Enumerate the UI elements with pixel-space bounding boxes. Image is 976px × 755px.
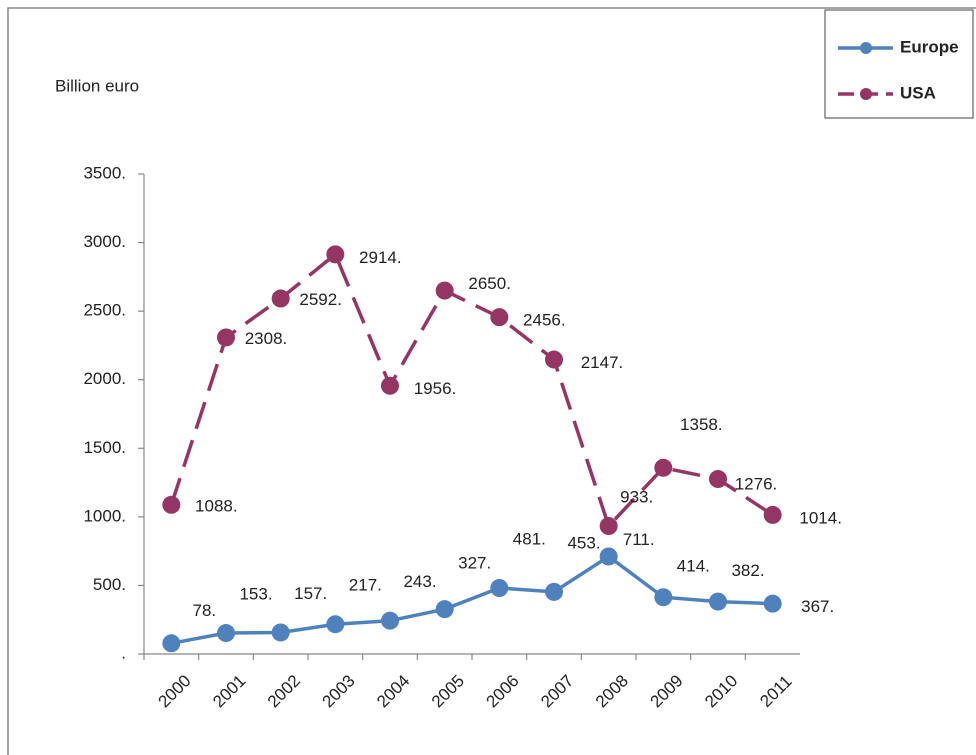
data-label: 2308. [245,329,288,348]
data-label: 2592. [299,290,342,309]
data-label: 1276. [735,474,778,493]
data-label: 414. [677,557,710,576]
data-label: 327. [458,554,491,573]
x-tick-label: 2000 [155,671,195,711]
data-point [599,517,618,536]
x-tick-label: 2011 [756,672,795,711]
data-point [162,495,181,514]
data-label: 1014. [799,508,842,527]
frame [7,7,976,755]
data-point [271,623,290,642]
data-point [545,350,563,369]
data-point [709,470,727,489]
data-label: 2147. [581,353,624,372]
data-label: 2456. [523,311,566,330]
data-point [217,624,235,643]
data-point [271,289,290,308]
x-tick-label: 2009 [647,671,687,711]
series-line [171,554,773,646]
data-point [654,458,673,477]
data-label: 243. [403,572,436,591]
x-tick-label: 2004 [373,671,413,711]
data-point [763,594,782,613]
series-line [169,251,774,530]
y-tick-label: . [121,643,126,662]
data-point [326,615,345,634]
data-label: 367. [801,597,834,616]
data-label: 2914. [359,248,402,267]
data-point [435,600,454,619]
data-label: 711. [623,530,655,549]
legend-box [824,9,974,119]
data-point [490,579,509,598]
y-tick-label: 1500. [83,438,126,457]
x-tick-label: 2008 [592,671,632,711]
x-tick-label: 2001 [209,671,249,711]
legend-marker [860,88,872,100]
y-axis-label: Billion euro [55,76,139,95]
data-point [654,588,673,607]
x-tick-label: 2006 [483,671,523,711]
data-label: 1088. [195,496,238,515]
data-point [162,634,181,653]
data-point [709,592,727,611]
y-tick-label: 2500. [83,301,126,320]
data-point [326,245,345,264]
legend-marker [860,42,872,54]
data-label: 217. [349,576,382,595]
data-label: 78. [193,601,217,620]
y-tick-label: 3000. [83,232,126,251]
y-tick-label: 2000. [83,369,126,388]
legend-label: USA [900,83,936,102]
data-label: 453. [567,533,600,552]
y-tick-label: 500. [93,575,126,594]
data-label: 157. [294,584,327,603]
data-label: 382. [731,561,764,580]
x-tick-label: 2010 [701,671,741,711]
data-point [435,281,454,300]
data-label: 933. [620,488,653,507]
data-label: 153. [239,585,272,604]
data-point [217,328,235,347]
data-point [381,376,399,395]
data-point [490,308,509,327]
x-tick-label: 2003 [319,671,359,711]
y-tick-label: 3500. [83,163,126,182]
x-tick-label: 2007 [537,671,577,711]
data-label: 2650. [468,274,511,293]
data-point [599,547,618,566]
x-tick-label: 2002 [264,671,304,711]
data-label: 481. [513,530,546,549]
data-point [381,611,399,630]
data-label: 1956. [414,379,457,398]
y-tick-label: 1000. [83,506,126,525]
legend-label: Europe [900,37,959,56]
data-point [545,582,563,601]
x-tick-label: 2005 [428,671,468,711]
data-label: 1358. [680,415,723,434]
data-point [763,505,782,524]
